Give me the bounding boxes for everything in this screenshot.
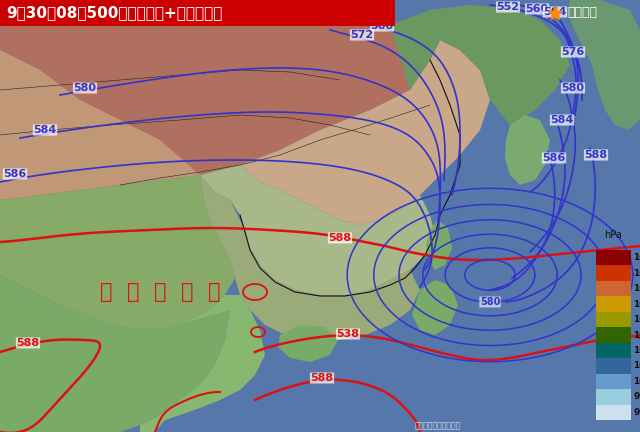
Text: hPa: hPa — [605, 230, 623, 240]
Bar — [596, 389, 631, 404]
Text: 576: 576 — [561, 47, 584, 57]
Text: 588: 588 — [310, 373, 333, 383]
Polygon shape — [200, 175, 420, 340]
Text: 1000: 1000 — [633, 377, 640, 386]
Bar — [596, 281, 631, 296]
Text: 586: 586 — [3, 169, 27, 179]
Text: 560: 560 — [525, 4, 548, 14]
Polygon shape — [140, 295, 265, 432]
Text: 990: 990 — [633, 408, 640, 417]
Bar — [596, 374, 631, 389]
Text: 564: 564 — [543, 7, 566, 17]
Text: 588: 588 — [17, 338, 40, 348]
Text: 1022: 1022 — [633, 284, 640, 293]
Bar — [596, 265, 631, 281]
Polygon shape — [278, 325, 338, 362]
Polygon shape — [200, 165, 435, 295]
Text: 广东天气: 广东天气 — [567, 6, 597, 19]
Bar — [596, 343, 631, 358]
Bar — [596, 327, 631, 343]
Polygon shape — [426, 220, 452, 270]
Text: 9月30日08时500百帕高度场+海平面气压: 9月30日08时500百帕高度场+海平面气压 — [6, 6, 222, 20]
Text: 995: 995 — [633, 392, 640, 401]
Text: 580: 580 — [480, 297, 500, 307]
Text: 副  热  带  高  压: 副 热 带 高 压 — [100, 282, 220, 302]
Text: 1030: 1030 — [633, 253, 640, 262]
Polygon shape — [412, 280, 458, 335]
Polygon shape — [568, 0, 640, 130]
Text: 568: 568 — [371, 21, 394, 31]
Polygon shape — [0, 275, 230, 432]
Text: 586: 586 — [542, 153, 566, 163]
Text: 588: 588 — [584, 150, 607, 160]
Bar — [596, 250, 631, 265]
Text: 1003: 1003 — [633, 362, 640, 370]
Text: 572: 572 — [351, 30, 374, 40]
Text: 584: 584 — [550, 115, 573, 125]
Polygon shape — [505, 115, 550, 185]
Text: 580: 580 — [561, 83, 584, 93]
Polygon shape — [240, 40, 490, 225]
Text: 1015: 1015 — [633, 315, 640, 324]
Polygon shape — [0, 8, 430, 200]
Polygon shape — [0, 175, 235, 330]
Text: 538: 538 — [337, 329, 360, 339]
Bar — [596, 312, 631, 327]
Text: 584: 584 — [33, 125, 56, 135]
Bar — [596, 296, 631, 312]
Polygon shape — [390, 5, 570, 125]
Bar — [0, 0, 395, 26]
Bar — [596, 358, 631, 374]
Text: 588: 588 — [328, 233, 351, 243]
Text: 1010: 1010 — [633, 330, 640, 340]
Polygon shape — [0, 20, 200, 200]
Bar — [596, 404, 631, 420]
Text: 注：海平面气压等值线: 注：海平面气压等值线 — [415, 422, 461, 431]
Text: 1020: 1020 — [633, 299, 640, 308]
Text: 1006: 1006 — [633, 346, 640, 355]
Text: 552: 552 — [497, 2, 520, 12]
Text: 580: 580 — [74, 83, 97, 93]
Text: 1025: 1025 — [633, 269, 640, 278]
